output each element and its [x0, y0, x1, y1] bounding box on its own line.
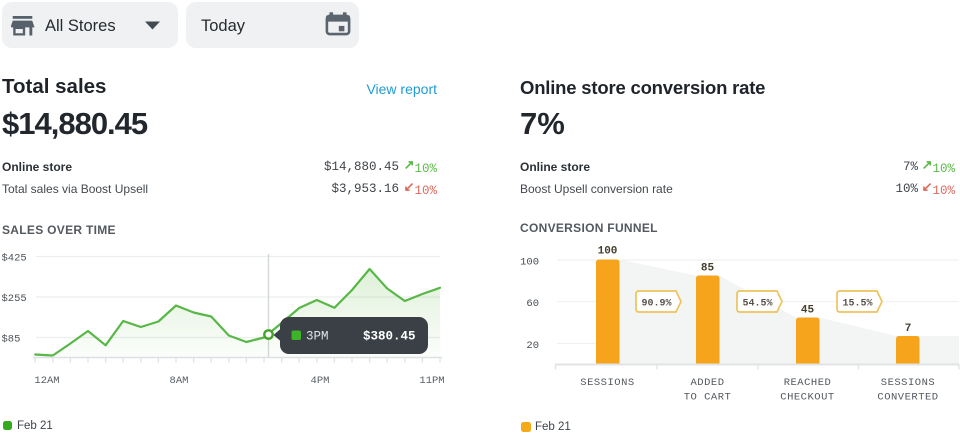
svg-text:$425: $425 — [2, 253, 27, 265]
svg-text:100: 100 — [520, 257, 539, 269]
svg-text:100: 100 — [598, 246, 618, 258]
svg-text:15.5%: 15.5% — [842, 299, 872, 310]
svg-text:7: 7 — [905, 323, 912, 335]
svg-text:3PM: 3PM — [306, 330, 329, 344]
svg-text:90.9%: 90.9% — [641, 299, 671, 310]
svg-text:$85: $85 — [2, 334, 21, 346]
svg-text:CONVERTED: CONVERTED — [877, 392, 938, 404]
svg-text:60: 60 — [526, 298, 539, 310]
svg-text:SESSIONS: SESSIONS — [580, 377, 634, 389]
svg-text:85: 85 — [701, 263, 715, 275]
svg-text:CHECKOUT: CHECKOUT — [780, 392, 834, 404]
svg-text:TO CART: TO CART — [684, 392, 732, 404]
svg-text:54.5%: 54.5% — [742, 299, 772, 310]
svg-text:12AM: 12AM — [34, 375, 59, 387]
svg-text:$380.45: $380.45 — [363, 330, 416, 344]
svg-text:20: 20 — [526, 340, 539, 352]
svg-text:ADDED: ADDED — [690, 377, 724, 389]
svg-text:$255: $255 — [2, 293, 27, 305]
svg-text:8AM: 8AM — [170, 375, 189, 387]
svg-text:REACHED: REACHED — [784, 377, 832, 389]
svg-text:SESSIONS: SESSIONS — [881, 377, 935, 389]
svg-text:45: 45 — [801, 305, 815, 317]
svg-text:4PM: 4PM — [311, 375, 330, 387]
svg-text:11PM: 11PM — [419, 375, 444, 387]
